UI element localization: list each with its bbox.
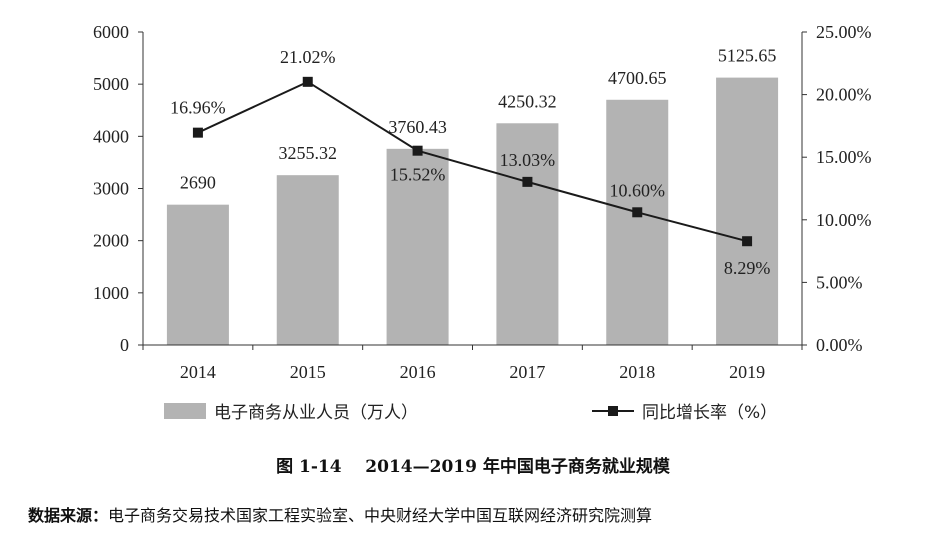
x-tick-label-2019: 2019 (729, 362, 765, 382)
left-tick-label: 1000 (93, 283, 129, 303)
growth-value-label-2019: 8.29% (724, 258, 771, 278)
x-tick-label-2015: 2015 (290, 362, 326, 382)
growth-point-2019 (742, 236, 753, 247)
legend-item-bar: 电子商务从业人员（万人） (164, 398, 418, 423)
left-tick-label: 6000 (93, 22, 129, 42)
growth-value-label-2014: 16.96% (170, 98, 226, 118)
growth-value-label-2016: 15.52% (390, 165, 446, 185)
legend-bar-label: 电子商务从业人员（万人） (214, 403, 418, 423)
source-text: 电子商务交易技术国家工程实验室、中央财经大学中国互联网经济研究院测算 (108, 506, 653, 525)
legend-line-swatch (592, 403, 634, 419)
left-tick-label: 4000 (93, 126, 129, 146)
right-tick-label: 20.00% (816, 85, 872, 105)
growth-point-2017 (522, 176, 533, 187)
right-tick-label: 25.00% (816, 22, 872, 42)
left-tick-label: 3000 (93, 179, 129, 199)
bar-value-label-2015: 3255.32 (279, 143, 338, 163)
growth-value-label-2017: 13.03% (500, 150, 556, 170)
legend-item-line: 同比增长率（%） (592, 398, 777, 423)
source-label: 数据来源： (28, 506, 109, 525)
left-tick-label: 0 (120, 335, 129, 355)
legend: 电子商务从业人员（万人） 同比增长率（%） (0, 398, 946, 428)
growth-point-2018 (632, 207, 643, 218)
bar-2015 (276, 175, 339, 345)
right-tick-label: 5.00% (816, 272, 863, 292)
figure-caption: 图 1-14 2014—2019 年中国电子商务就业规模 (0, 452, 946, 477)
right-tick-label: 10.00% (816, 210, 872, 230)
bar-2019 (716, 77, 779, 345)
bar-2017 (496, 123, 559, 346)
x-tick-label-2016: 2016 (400, 362, 436, 382)
x-tick-label-2017: 2017 (509, 362, 545, 382)
bar-2016 (386, 148, 449, 345)
bar-value-label-2014: 2690 (180, 173, 216, 193)
growth-value-label-2015: 21.02% (280, 47, 336, 67)
x-tick-label-2018: 2018 (619, 362, 655, 382)
legend-bar-swatch (164, 402, 206, 419)
bar-value-label-2017: 4250.32 (498, 91, 557, 111)
bar-value-label-2019: 5125.65 (718, 46, 777, 66)
bar-value-label-2018: 4700.65 (608, 68, 667, 88)
left-tick-label: 2000 (93, 231, 129, 251)
right-tick-label: 0.00% (816, 335, 863, 355)
left-tick-label: 5000 (93, 74, 129, 94)
right-tick-label: 15.00% (816, 147, 872, 167)
growth-point-2015 (302, 76, 313, 87)
data-source: 数据来源：电子商务交易技术国家工程实验室、中央财经大学中国互联网经济研究院测算 (28, 502, 928, 526)
bar-2018 (606, 99, 669, 345)
x-tick-label-2014: 2014 (180, 362, 216, 382)
growth-point-2014 (192, 127, 203, 138)
growth-value-label-2018: 10.60% (610, 180, 666, 200)
chart: 0 1000 2000 3000 4000 5000 6000 0.00% 5.00% 10.00… (93, 22, 872, 382)
growth-point-2016 (412, 145, 423, 156)
growth-rate-line (197, 80, 748, 243)
legend-line-label: 同比增长率（%） (642, 403, 778, 423)
figure-number: 图 1-14 (276, 457, 342, 477)
bar-2014 (166, 204, 229, 345)
figure-title: 2014—2019 年中国电子商务就业规模 (365, 457, 670, 477)
bar-value-label-2016: 3760.43 (388, 117, 447, 137)
